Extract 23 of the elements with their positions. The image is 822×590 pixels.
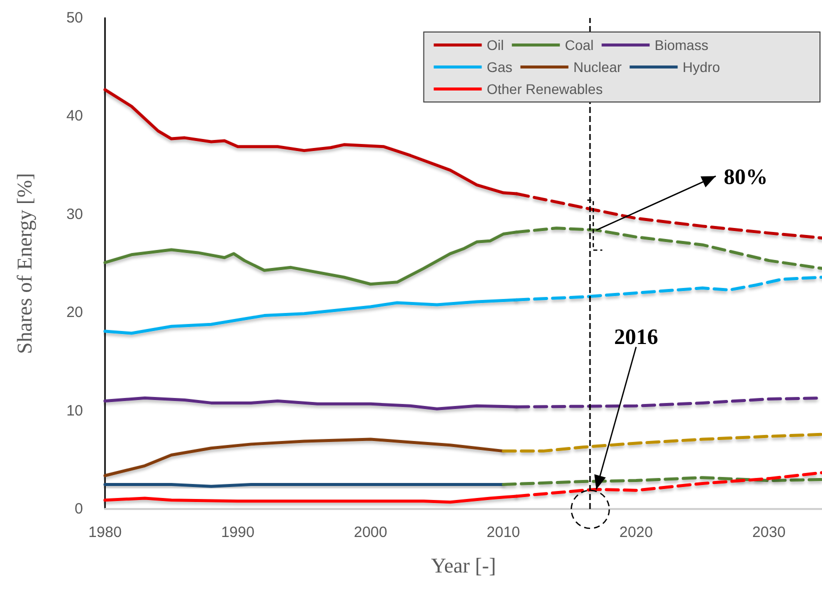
x-tick-label: 2000 <box>354 524 388 541</box>
x-tick-label: 2030 <box>752 524 786 541</box>
legend-label: Oil <box>486 37 504 53</box>
y-tick-label: 10 <box>66 402 83 420</box>
legend-label: Other Renewables <box>486 81 603 97</box>
x-tick-label: 2010 <box>486 524 520 541</box>
legend-label: Nuclear <box>573 59 622 75</box>
y-tick-label: 50 <box>66 10 83 26</box>
legend-label: Coal <box>564 37 594 53</box>
x-tick-label: 1990 <box>221 524 254 541</box>
legend-label: Hydro <box>682 59 720 75</box>
legend-label: Gas <box>486 59 512 75</box>
annotation: 80% <box>724 164 768 190</box>
x-tick-label: 1980 <box>88 524 122 541</box>
x-axis-title: Year [-] <box>431 554 496 578</box>
x-tick-label: 2020 <box>619 524 653 541</box>
y-axis-title: Shares of Energy [%] <box>12 173 36 354</box>
legend-label: Biomass <box>654 37 708 53</box>
y-tick-label: 0 <box>74 500 83 518</box>
annotation: 2016 <box>614 324 658 349</box>
y-tick-label: 30 <box>66 206 83 223</box>
y-tick-label: 40 <box>66 108 83 125</box>
y-tick-label: 20 <box>66 304 83 322</box>
